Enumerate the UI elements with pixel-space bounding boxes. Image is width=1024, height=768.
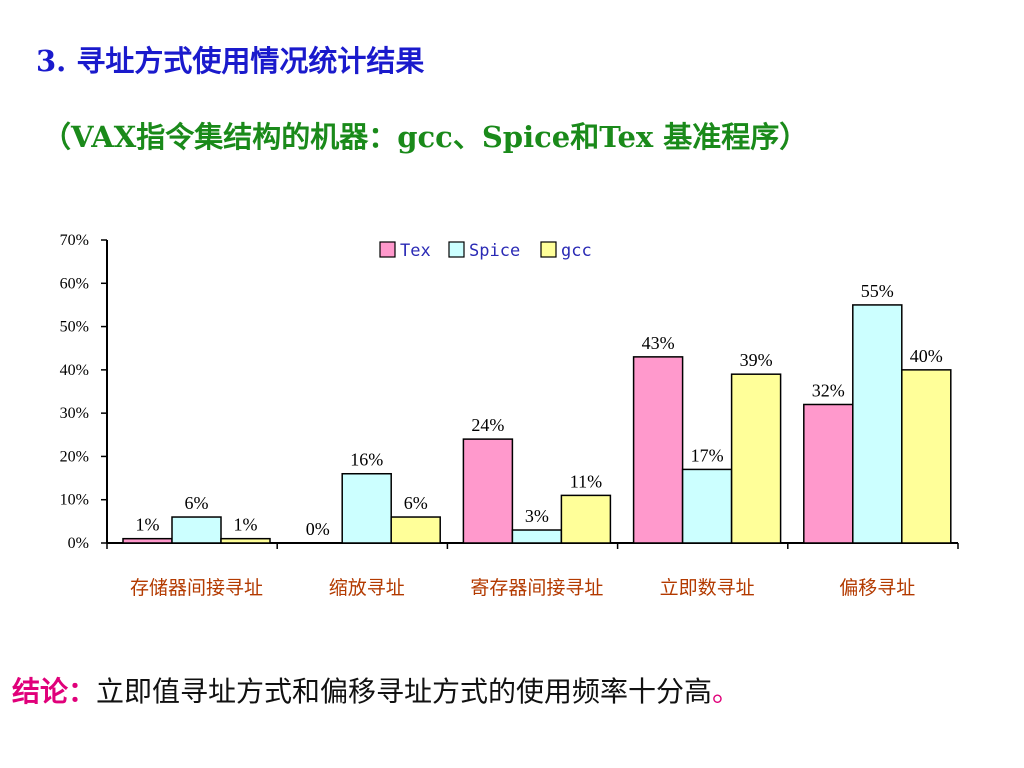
bar-gcc [390,516,441,544]
bars [122,304,952,544]
bar-spice [852,304,903,544]
legend-swatch-spice [448,241,465,258]
bar-tex [632,356,684,544]
y-tick-label: 20% [60,448,89,465]
y-axis: 0% 10% 20% 30% 40% 50% 60% 70% [60,232,108,552]
bar-spice [341,472,392,544]
category-labels: 存储器间接寻址 缩放寻址 寄存器间接寻址 立即数寻址 偏移寻址 [130,577,915,599]
conclusion-label: 结论： [12,675,97,708]
data-label: 55% [861,281,894,301]
y-tick-label: 40% [60,362,89,379]
conclusion: 结论：立即值寻址方式和偏移寻址方式的使用频率十分高。 [12,670,740,710]
y-tick-label: 50% [60,319,89,336]
data-label: 40% [910,346,943,366]
bar-gcc [730,373,782,544]
bar-gcc [220,537,271,544]
legend-label-spice: Spice [469,241,520,261]
data-label: 32% [812,380,845,400]
data-label: 43% [642,333,675,353]
data-labels: 1% 0% 24% 43% 32% 6% 16% 3% 17% 55% 1% 6% 11% 39% 40% [136,281,943,539]
bar-tex [803,403,854,544]
data-label: 0% [306,519,330,539]
category-label: 寄存器间接寻址 [470,577,603,599]
category-label: 存储器间接寻址 [130,577,263,599]
y-tick-label: 60% [60,275,89,292]
legend-swatch-gcc [540,241,557,258]
category-label: 立即数寻址 [660,577,755,599]
data-label: 17% [691,445,724,465]
bar-spice [511,529,563,544]
y-tick-label: 30% [60,405,89,422]
legend-label-gcc: gcc [561,241,592,261]
data-label: 3% [525,506,549,526]
data-label: 39% [740,350,773,370]
x-axis [106,542,959,549]
y-tick-label: 10% [60,492,89,509]
slide-subtitle: （VAX指令集结构的机器：gcc、Spice和Tex 基准程序） [42,120,809,154]
bar-spice [171,516,222,544]
bar-gcc [901,369,952,544]
bar-gcc [560,494,612,544]
data-label: 6% [185,493,209,513]
bar-tex [462,438,514,544]
legend-swatch-tex [379,241,396,258]
category-label: 偏移寻址 [839,577,915,599]
conclusion-end-mark: 。 [712,675,741,708]
conclusion-text: 立即值寻址方式和偏移寻址方式的使用频率十分高 [96,675,713,708]
data-label: 16% [350,450,383,470]
legend-label-tex: Tex [400,241,431,261]
legend: Tex Spice gcc [379,241,592,261]
slide-title: 3. 寻址方式使用情况统计结果 [36,44,425,78]
bar-tex [122,537,173,544]
y-tick-label: 70% [60,232,89,249]
y-tick-label: 0% [68,535,89,552]
category-label: 缩放寻址 [329,577,405,599]
data-label: 24% [471,415,504,435]
data-label: 1% [234,515,258,535]
bar-spice [681,468,733,544]
data-label: 1% [136,515,160,535]
data-label: 6% [404,493,428,513]
data-label: 11% [570,471,602,491]
